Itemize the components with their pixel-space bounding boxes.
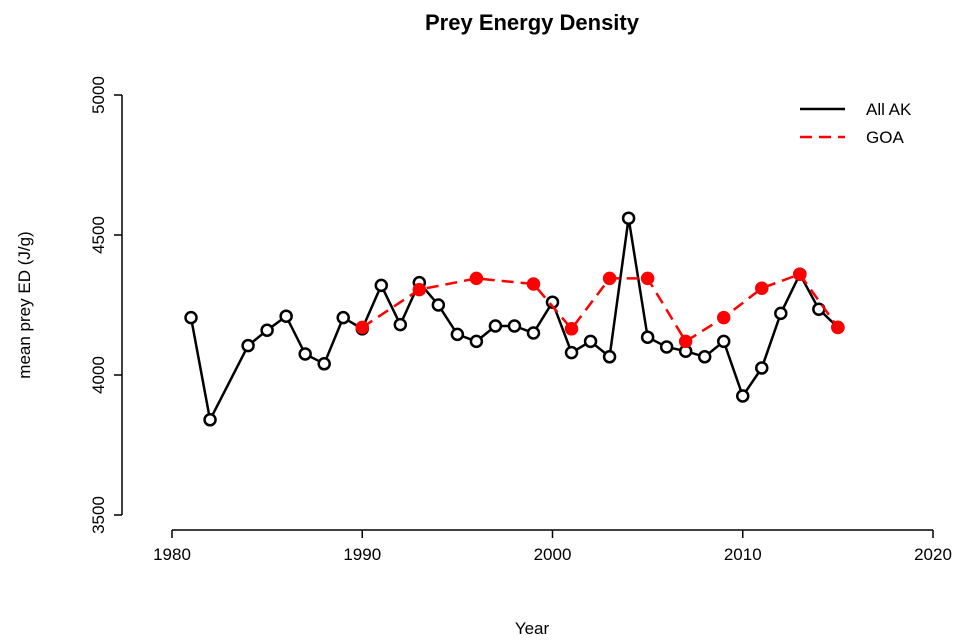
data-point <box>431 298 446 312</box>
series-line <box>361 272 839 344</box>
data-point <box>241 338 255 353</box>
data-point <box>298 347 312 361</box>
y-tick-label: 4500 <box>89 216 108 254</box>
data-point <box>526 326 541 340</box>
data-point <box>564 322 579 336</box>
data-point <box>678 334 693 349</box>
y-axis-label: mean prey ED (J/g) <box>15 231 34 378</box>
data-point <box>564 345 579 360</box>
chart-title: Prey Energy Density <box>425 10 640 35</box>
data-point <box>640 330 655 344</box>
data-point <box>640 271 655 286</box>
x-tick-label: 1980 <box>153 545 191 564</box>
data-point <box>793 267 807 281</box>
data-point <box>526 277 541 291</box>
data-point <box>583 334 598 349</box>
data-point <box>716 334 731 349</box>
data-point <box>488 319 503 333</box>
x-tick-label: 2000 <box>534 545 572 564</box>
data-point <box>336 310 350 325</box>
legend-label: GOA <box>866 128 904 147</box>
data-point <box>755 361 769 375</box>
data-point <box>697 350 712 364</box>
x-tick-label: 2020 <box>914 545 952 564</box>
data-point <box>260 323 274 337</box>
series-line <box>189 218 839 424</box>
data-point <box>774 306 788 321</box>
data-point <box>469 334 484 349</box>
data-point <box>355 320 369 335</box>
data-point <box>831 320 845 335</box>
data-point <box>602 271 617 286</box>
data-point <box>279 309 293 323</box>
data-point <box>507 319 522 333</box>
data-point <box>659 340 674 354</box>
data-point <box>393 317 408 332</box>
data-point <box>374 278 389 293</box>
y-tick-label: 5000 <box>89 76 108 114</box>
data-point <box>621 211 636 225</box>
x-tick-label: 2010 <box>724 545 762 564</box>
data-point <box>716 310 731 325</box>
data-point <box>203 413 217 427</box>
data-point <box>412 282 427 297</box>
legend-label: All AK <box>866 100 912 119</box>
y-tick-label: 3500 <box>89 496 108 534</box>
data-point <box>184 310 198 325</box>
data-point <box>736 389 750 403</box>
data-point <box>469 271 484 286</box>
data-point <box>450 327 465 342</box>
data-point <box>317 357 331 371</box>
x-axis-label: Year <box>515 619 550 638</box>
y-tick-label: 4000 <box>89 356 108 394</box>
data-point <box>755 281 769 295</box>
data-point <box>602 350 617 364</box>
x-tick-label: 1990 <box>343 545 381 564</box>
